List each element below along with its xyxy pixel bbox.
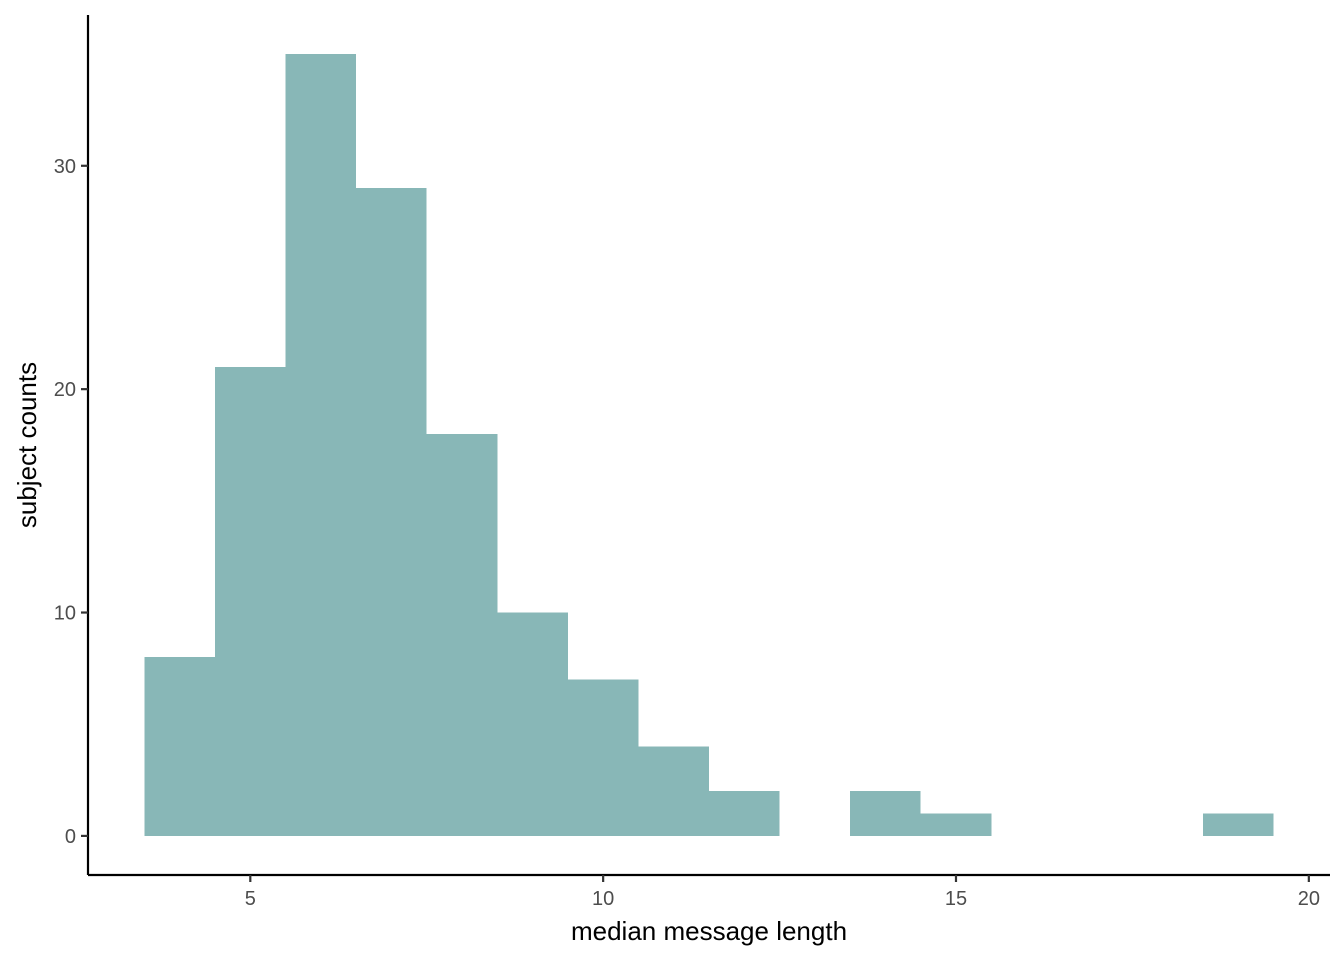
- x-tick-label: 15: [945, 888, 967, 910]
- histogram-bar: [144, 657, 216, 836]
- histogram-bar: [426, 433, 498, 836]
- y-axis-ticks: 0 10 20 30: [54, 156, 88, 848]
- y-tick-label: 20: [54, 379, 76, 401]
- y-axis-title: subject counts: [12, 362, 42, 528]
- histogram-bar: [356, 188, 427, 836]
- x-axis-ticks: 5 10 15 20: [245, 875, 1320, 910]
- histogram-bar: [638, 746, 709, 836]
- x-axis-title: median message length: [571, 916, 847, 946]
- histogram-bar: [567, 679, 639, 836]
- histogram-bar: [920, 813, 992, 836]
- x-tick-label: 10: [592, 888, 614, 910]
- x-tick-label: 20: [1298, 888, 1320, 910]
- histogram-bar: [709, 791, 780, 836]
- histogram-bar: [1202, 813, 1274, 836]
- y-tick-label: 30: [54, 156, 76, 178]
- y-tick-label: 0: [65, 826, 76, 848]
- histogram-bars: [144, 54, 1274, 836]
- x-tick-label: 5: [245, 888, 256, 910]
- histogram-bar: [215, 366, 286, 836]
- histogram-bar: [850, 791, 921, 836]
- y-tick-label: 10: [54, 603, 76, 625]
- histogram-bar: [285, 54, 357, 836]
- histogram-bar: [497, 612, 568, 836]
